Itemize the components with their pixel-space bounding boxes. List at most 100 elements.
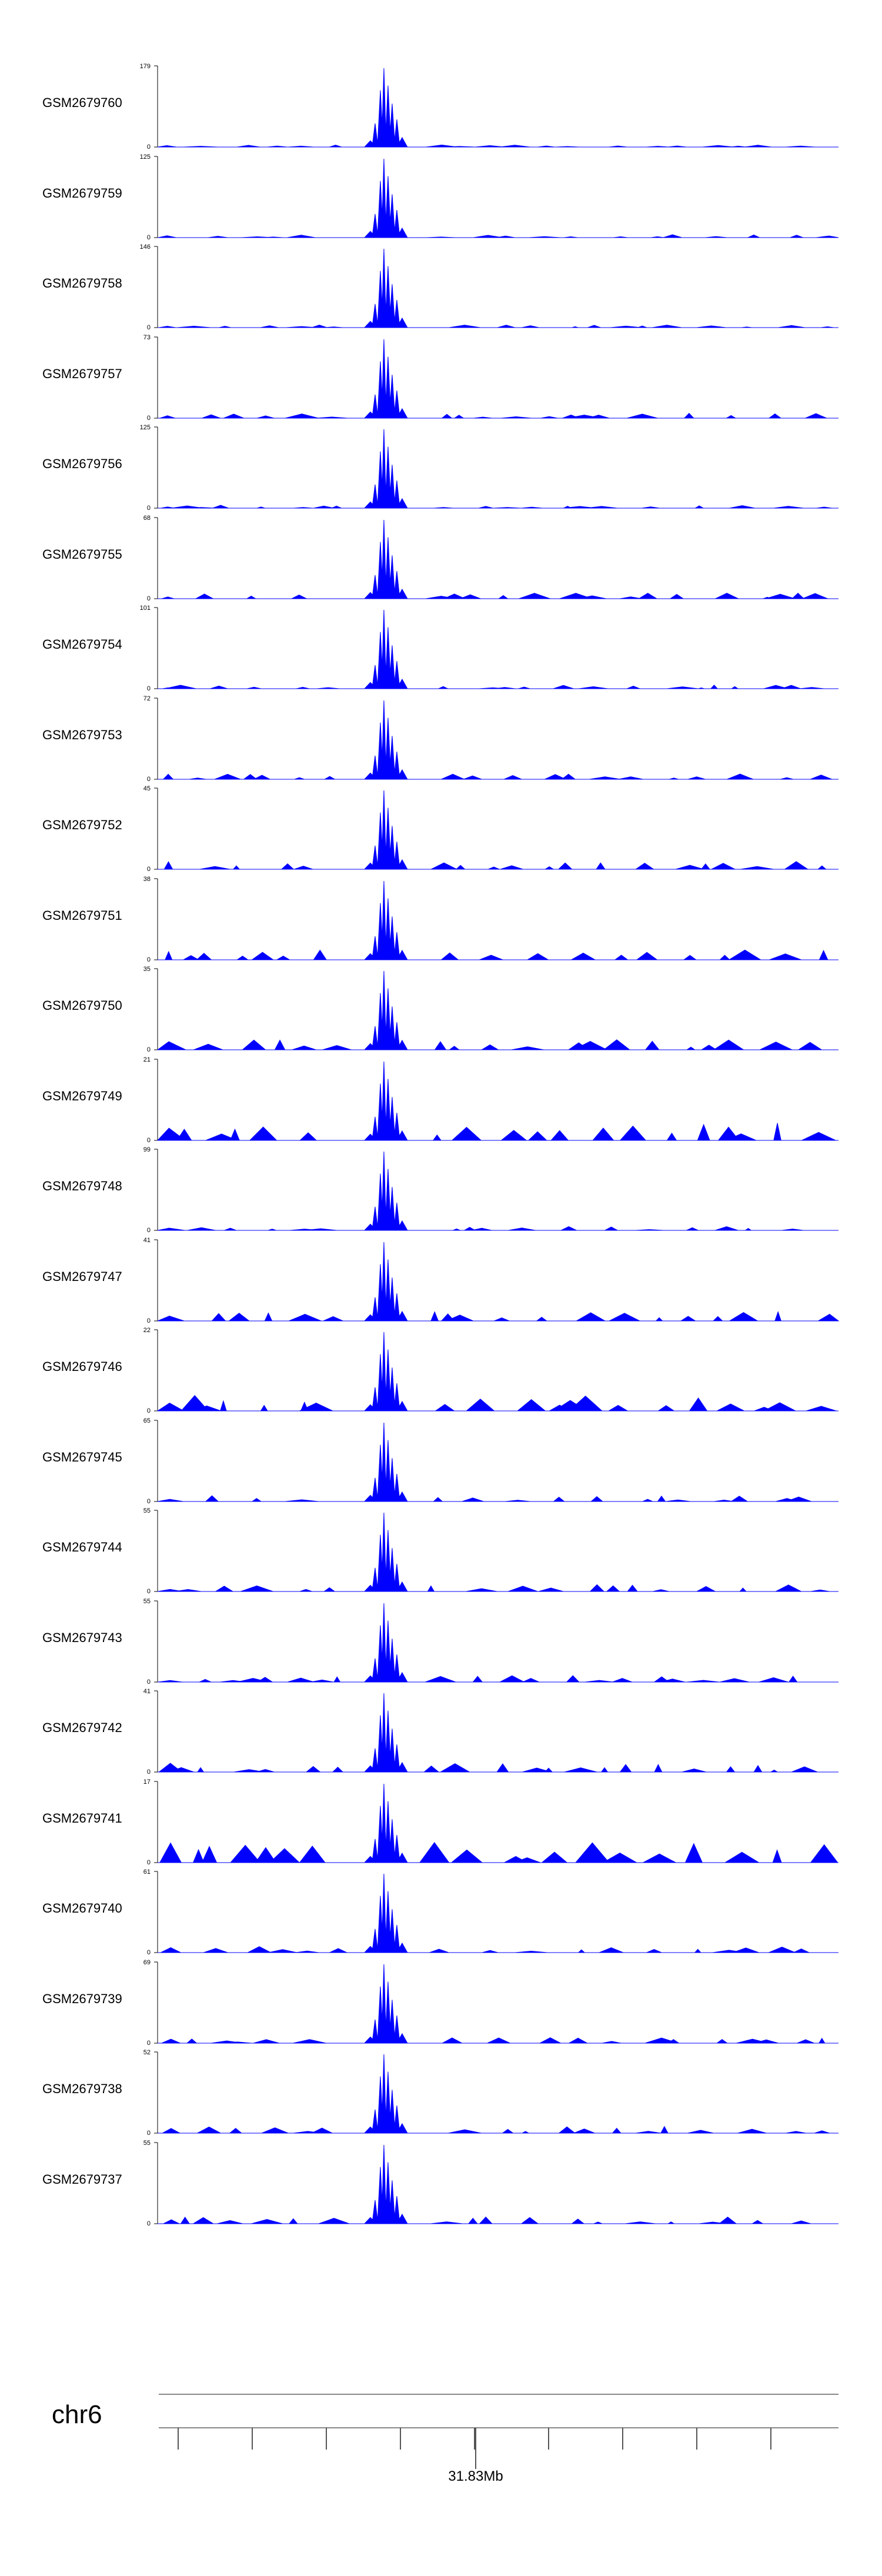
y-max-label: 65 [143,1417,151,1424]
y-max-label: 41 [143,1688,151,1695]
y-max-label: 55 [143,1507,151,1514]
coverage-area [158,429,838,509]
track-GSM2679740: GSM2679740 61 0 [42,1868,838,1956]
y-min-label: 0 [147,1137,151,1144]
y-min-label: 0 [147,1949,151,1956]
track-label: GSM2679751 [42,908,122,923]
y-min-label: 0 [147,776,151,783]
track-label: GSM2679760 [42,95,122,110]
y-max-label: 61 [143,1868,151,1876]
track-label: GSM2679748 [42,1179,122,1193]
track-GSM2679753: GSM2679753 72 0 [42,695,838,783]
y-max-label: 72 [143,695,151,702]
y-max-label: 22 [143,1327,151,1334]
track-GSM2679739: GSM2679739 69 0 [42,1959,838,2047]
y-min-label: 0 [147,1317,151,1324]
track-GSM2679758: GSM2679758 146 0 [42,243,838,331]
track-label: GSM2679747 [42,1269,122,1284]
coverage-area [158,1873,838,1953]
track-GSM2679754: GSM2679754 101 0 [42,605,838,692]
coverage-area [158,880,838,960]
track-GSM2679756: GSM2679756 125 0 [42,424,838,512]
y-min-label: 0 [147,685,151,692]
y-min-label: 0 [147,956,151,963]
y-min-label: 0 [147,1046,151,1053]
y-max-label: 55 [143,2140,151,2147]
y-min-label: 0 [147,2130,151,2137]
coverage-area [158,1693,838,1773]
y-min-label: 0 [147,1769,151,1776]
track-label: GSM2679744 [42,1540,122,1554]
y-min-label: 0 [147,1679,151,1686]
coverage-area [158,519,838,599]
y-min-label: 0 [147,2040,151,2047]
y-max-label: 179 [140,63,151,70]
chromosome-label: chr6 [52,2400,102,2429]
coverage-area [158,609,838,689]
track-GSM2679749: GSM2679749 21 0 [42,1056,838,1144]
track-GSM2679737: GSM2679737 55 0 [42,2140,838,2227]
track-label: GSM2679740 [42,1901,122,1916]
coverage-area [158,700,838,780]
y-min-label: 0 [147,866,151,873]
coverage-area [158,1783,838,1863]
y-min-label: 0 [147,415,151,422]
track-label: GSM2679755 [42,547,122,562]
y-max-label: 68 [143,515,151,522]
y-max-label: 17 [143,1778,151,1786]
y-max-label: 38 [143,876,151,883]
y-min-label: 0 [147,1859,151,1866]
y-max-label: 55 [143,1598,151,1605]
track-GSM2679760: GSM2679760 179 0 [42,63,838,151]
chromosome-axis: chr6 31.83Mb [52,2394,838,2484]
coverage-area [157,1242,840,1322]
y-min-label: 0 [147,144,151,151]
coverage-area [157,1151,838,1231]
track-GSM2679741: GSM2679741 17 0 [42,1778,838,1866]
track-GSM2679745: GSM2679745 65 0 [42,1417,838,1505]
coverage-area [158,1964,838,2044]
y-max-label: 125 [140,424,151,431]
coverage-area [158,790,838,870]
y-max-label: 35 [143,966,151,973]
track-label: GSM2679752 [42,817,122,832]
track-label: GSM2679753 [42,728,122,742]
track-GSM2679743: GSM2679743 55 0 [42,1598,838,1686]
track-GSM2679742: GSM2679742 41 0 [42,1688,838,1776]
track-label: GSM2679739 [42,1991,122,2006]
y-min-label: 0 [147,505,151,512]
track-label: GSM2679737 [42,2172,122,2187]
coverage-area [156,1061,838,1141]
track-label: GSM2679749 [42,1089,122,1103]
coverage-area [158,248,838,328]
y-max-label: 125 [140,154,151,161]
y-min-label: 0 [147,234,151,241]
y-max-label: 73 [143,334,151,341]
position-tick-label: 31.83Mb [448,2468,503,2484]
coverage-area [158,158,839,238]
track-label: GSM2679754 [42,637,122,652]
y-max-label: 52 [143,2049,151,2056]
track-label: GSM2679743 [42,1630,122,1645]
track-label: GSM2679757 [42,366,122,381]
track-label: GSM2679738 [42,2081,122,2096]
y-min-label: 0 [147,595,151,602]
coverage-area [158,339,838,419]
track-GSM2679738: GSM2679738 52 0 [42,2049,838,2137]
y-max-label: 69 [143,1959,151,1966]
track-GSM2679752: GSM2679752 45 0 [42,785,838,873]
y-max-label: 21 [143,1056,151,1063]
track-GSM2679747: GSM2679747 41 0 [42,1237,840,1324]
coverage-area [158,2054,838,2134]
track-GSM2679751: GSM2679751 38 0 [42,876,838,963]
y-max-label: 146 [140,243,151,251]
track-GSM2679748: GSM2679748 99 0 [42,1146,838,1234]
coverage-area [156,970,838,1050]
y-min-label: 0 [147,324,151,331]
y-max-label: 99 [143,1146,151,1153]
y-max-label: 45 [143,785,151,792]
coverage-area [158,2144,838,2224]
track-GSM2679759: GSM2679759 125 0 [42,154,839,241]
track-label: GSM2679741 [42,1811,122,1826]
